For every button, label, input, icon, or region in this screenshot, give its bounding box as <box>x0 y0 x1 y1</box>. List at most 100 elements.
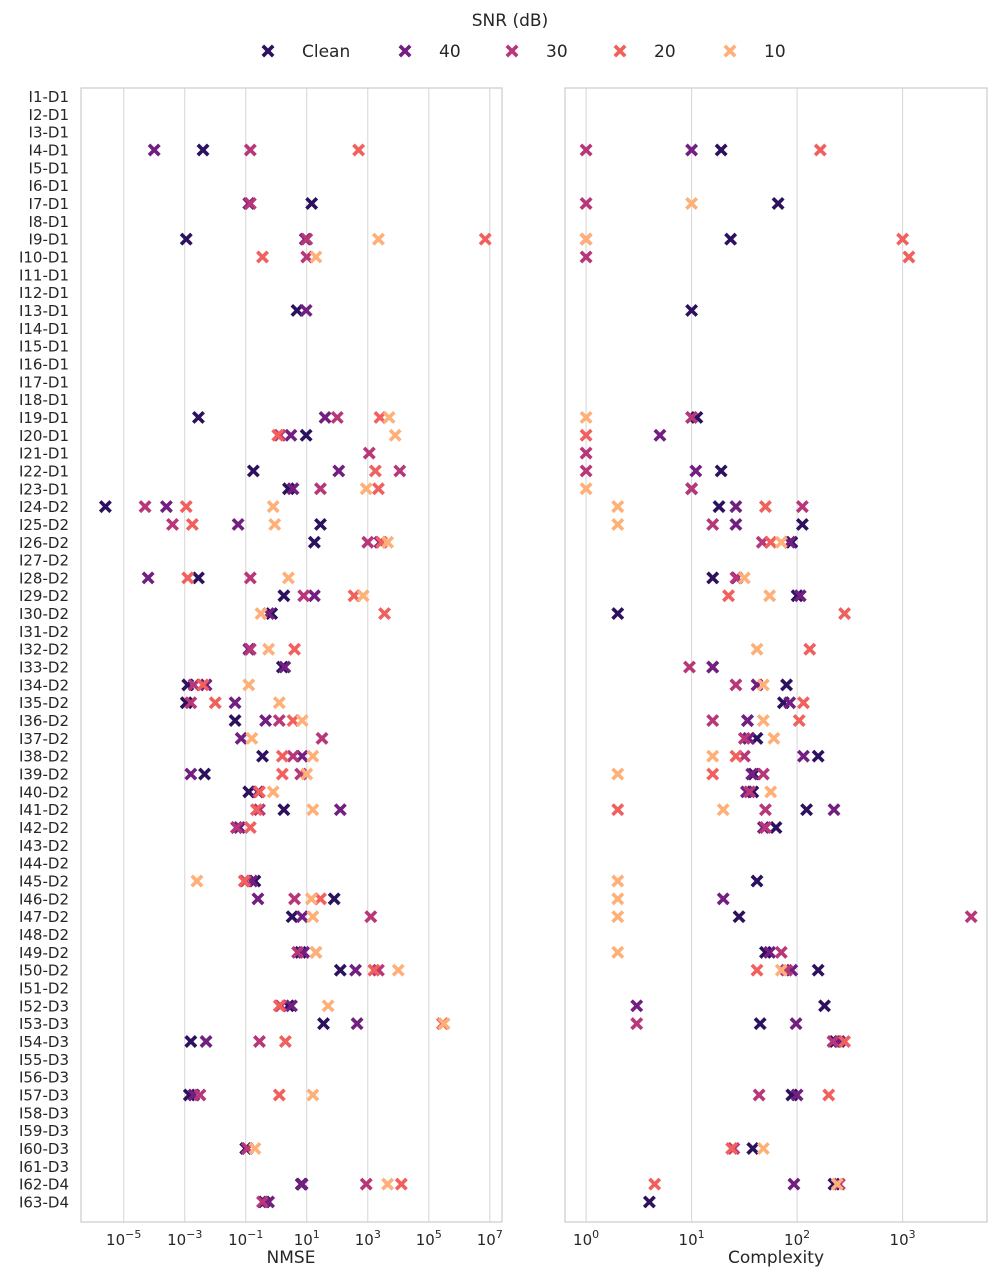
y-tick-i40-d2: I40-D2 <box>19 783 69 801</box>
nmse-point-40-i13-d1 <box>299 303 313 317</box>
nmse-point-clean-i39-d2 <box>198 767 212 781</box>
nmse-point-40-i39-d2 <box>184 767 198 781</box>
nmse-point-10-i53-d3 <box>437 1017 451 1031</box>
complexity-point-20-i29-d2 <box>722 589 735 603</box>
complexity-series-20 <box>579 143 916 1191</box>
complexity-point-clean-i4-d1 <box>714 143 728 157</box>
complexity-point-30-i47-d2 <box>964 910 978 924</box>
complexity-point-clean-i50-d2 <box>811 963 825 977</box>
y-tick-i61-d3: I61-D3 <box>19 1158 69 1176</box>
y-tick-i33-d2: I33-D2 <box>19 659 69 677</box>
y-tick-i5-d1: I5-D1 <box>29 159 69 177</box>
nmse-point-30-i63-d4 <box>256 1195 269 1209</box>
y-tick-i56-d3: I56-D3 <box>19 1069 69 1087</box>
complexity-point-40-i62-d4 <box>787 1177 801 1191</box>
nmse-point-30-i35-d2 <box>184 696 198 710</box>
y-tick-i38-d2: I38-D2 <box>19 748 69 766</box>
complexity-point-10-i39-d2 <box>611 767 625 781</box>
nmse-x-tick-3: 103 <box>355 1228 381 1249</box>
legend-entry-clean: Clean <box>261 42 350 62</box>
y-tick-i29-d2: I29-D2 <box>19 587 69 605</box>
nmse-point-clean-i9-d1 <box>179 232 193 246</box>
y-tick-i32-d2: I32-D2 <box>19 641 69 659</box>
nmse-point-20-i62-d4 <box>394 1177 408 1191</box>
nmse-point-30-i32-d2 <box>243 642 257 656</box>
y-tick-i30-d2: I30-D2 <box>19 605 69 623</box>
y-tick-i46-d2: I46-D2 <box>19 890 69 908</box>
complexity-point-30-i21-d1 <box>579 446 593 460</box>
complexity-point-clean-i53-d3 <box>753 1017 767 1031</box>
y-tick-i52-d3: I52-D3 <box>19 997 69 1015</box>
y-tick-i10-d1: I10-D1 <box>19 248 69 266</box>
complexity-point-40-i36-d2 <box>741 714 754 728</box>
nmse-point-20-i54-d3 <box>278 1035 292 1048</box>
y-tick-i21-d1: I21-D1 <box>19 445 69 463</box>
nmse-point-10-i32-d2 <box>262 642 276 656</box>
nmse-point-40-i22-d1 <box>332 464 346 478</box>
panel-complexity: 100 101 102 103 Complexity <box>564 87 988 1268</box>
complexity-point-30-i22-d1 <box>579 464 593 478</box>
complexity-point-40-i29-d2 <box>793 589 807 603</box>
nmse-point-clean-i50-d2 <box>333 963 347 977</box>
complexity-point-40-i4-d1 <box>685 143 699 157</box>
y-tick-i13-d1: I13-D1 <box>19 302 69 320</box>
nmse-point-30-i47-d2 <box>364 910 378 924</box>
legend-entry-20: 20 <box>613 42 676 62</box>
nmse-point-40-i36-d2 <box>259 714 273 728</box>
nmse-point-20-i39-d2 <box>275 767 289 781</box>
nmse-point-clean-i54-d3 <box>184 1035 198 1048</box>
nmse-point-20-i23-d1 <box>371 482 385 496</box>
complexity-point-40-i49-d2 <box>763 945 777 959</box>
complexity-x-tick-3: 103 <box>890 1228 916 1249</box>
complexity-point-30-i49-d2 <box>774 945 788 959</box>
complexity-point-30-i33-d2 <box>683 660 696 674</box>
legend: SNR (dB) Clean 40 30 20 10 <box>261 11 786 62</box>
nmse-point-20-i42-d2 <box>243 821 257 835</box>
complexity-point-10-i26-d2 <box>774 535 788 549</box>
y-tick-i39-d2: I39-D2 <box>19 766 69 784</box>
complexity-point-40-i20-d1 <box>653 428 667 442</box>
nmse-point-30-i62-d4 <box>359 1177 373 1191</box>
y-tick-i28-d2: I28-D2 <box>19 569 69 587</box>
y-tick-i41-d2: I41-D2 <box>19 801 69 819</box>
nmse-point-30-i23-d1 <box>314 482 327 496</box>
nmse-point-10-i9-d1 <box>371 232 385 246</box>
nmse-point-10-i28-d2 <box>281 571 295 585</box>
y-tick-i34-d2: I34-D2 <box>19 676 69 694</box>
complexity-point-clean-i49-d2 <box>758 945 772 959</box>
nmse-point-10-i29-d2 <box>356 589 370 603</box>
complexity-series-clean <box>611 143 842 1209</box>
nmse-point-30-i26-d2 <box>361 535 375 549</box>
complexity-x-tick-0: 100 <box>573 1228 599 1249</box>
y-tick-i22-d1: I22-D1 <box>19 462 69 480</box>
complexity-point-20-i9-d1 <box>896 232 910 246</box>
y-tick-i47-d2: I47-D2 <box>19 908 69 926</box>
complexity-x-axis-label: Complexity <box>728 1248 824 1268</box>
complexity-point-40-i38-d2 <box>796 749 810 763</box>
complexity-point-clean-i22-d1 <box>714 464 728 478</box>
nmse-point-30-i22-d1 <box>393 464 407 478</box>
nmse-point-40-i33-d2 <box>278 660 292 674</box>
nmse-point-20-i9-d1 <box>478 232 492 246</box>
nmse-point-20-i10-d1 <box>256 250 269 264</box>
nmse-point-30-i57-d3 <box>193 1088 207 1102</box>
complexity-point-10-i46-d2 <box>611 892 625 906</box>
nmse-point-20-i25-d2 <box>185 517 199 531</box>
complexity-gridlines <box>585 88 904 1222</box>
complexity-point-clean-i34-d2 <box>780 678 794 692</box>
nmse-point-20-i22-d1 <box>368 464 382 478</box>
complexity-point-clean-i9-d1 <box>724 232 738 246</box>
nmse-point-10-i45-d2 <box>190 874 204 888</box>
nmse-x-axis-label: NMSE <box>267 1248 316 1268</box>
nmse-point-40-i42-d2 <box>233 821 247 835</box>
complexity-point-10-i7-d1 <box>685 197 699 210</box>
complexity-point-40-i41-d2 <box>827 803 841 817</box>
complexity-point-30-i7-d1 <box>579 197 593 210</box>
complexity-point-30-i42-d2 <box>758 821 772 835</box>
nmse-point-10-i35-d2 <box>272 696 286 710</box>
nmse-point-clean-i22-d1 <box>246 464 260 478</box>
nmse-point-30-i29-d2 <box>297 589 311 603</box>
nmse-point-10-i40-d2 <box>266 785 280 799</box>
complexity-point-clean-i42-d2 <box>769 821 783 835</box>
nmse-point-clean-i19-d1 <box>191 410 205 424</box>
